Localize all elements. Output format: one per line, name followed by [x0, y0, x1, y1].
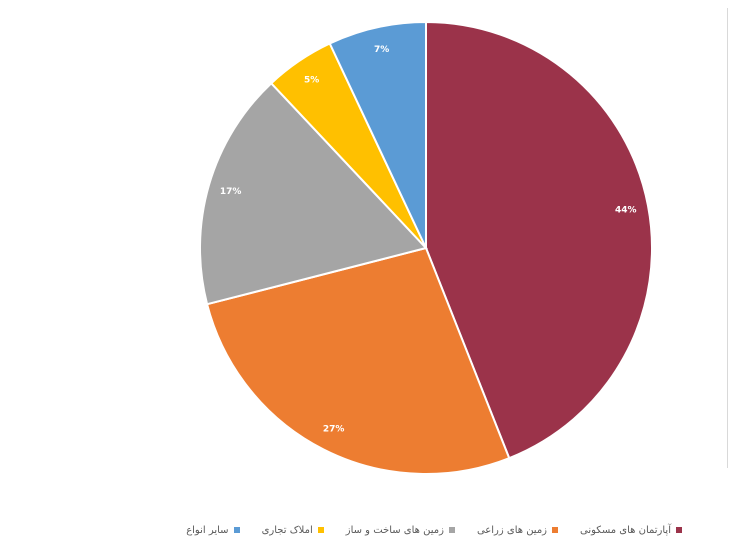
pie-slice-0 — [425, 20, 653, 460]
legend-swatch — [448, 527, 455, 533]
pie-slice-2 — [199, 81, 428, 306]
chart-border-line — [727, 8, 728, 468]
pie-slice-4 — [328, 20, 427, 249]
legend-item-4: سایر انواع — [186, 524, 240, 536]
legend-item-3: املاک تجاری — [262, 525, 324, 536]
legend-swatch — [317, 527, 324, 533]
pie-data-label-0: 44% — [615, 205, 637, 215]
pie-data-label-1: 27% — [323, 425, 345, 435]
pie-slices — [199, 20, 653, 475]
pie-data-label-4: 7% — [374, 45, 389, 55]
legend-swatch — [676, 527, 682, 533]
legend-swatch — [233, 527, 240, 533]
pie-slice-1 — [205, 246, 511, 475]
legend-item-2: زمین های ساخت و ساز — [346, 525, 455, 536]
legend-label: زمین های ساخت و ساز — [345, 524, 444, 536]
pie-data-label-3: 5% — [304, 75, 319, 85]
legend-label: سایر انواع — [186, 524, 229, 536]
legend-label: املاک تجاری — [261, 524, 313, 536]
legend-item-1: زمین های زراعی — [476, 524, 559, 536]
pie-data-labels: 44% 27% 17% 5% 7% — [220, 45, 637, 435]
pie-data-label-2: 17% — [220, 187, 242, 197]
legend-label: زمین های زراعی — [476, 524, 548, 536]
legend-item-0: آپارتمان های مسکونی — [580, 525, 682, 536]
chart-legend: آپارتمان های مسکونی زمین های زراعی زمین ها… — [186, 520, 682, 540]
legend-swatch — [552, 527, 559, 533]
legend-label: آپارتمان های مسکونی — [580, 524, 671, 536]
